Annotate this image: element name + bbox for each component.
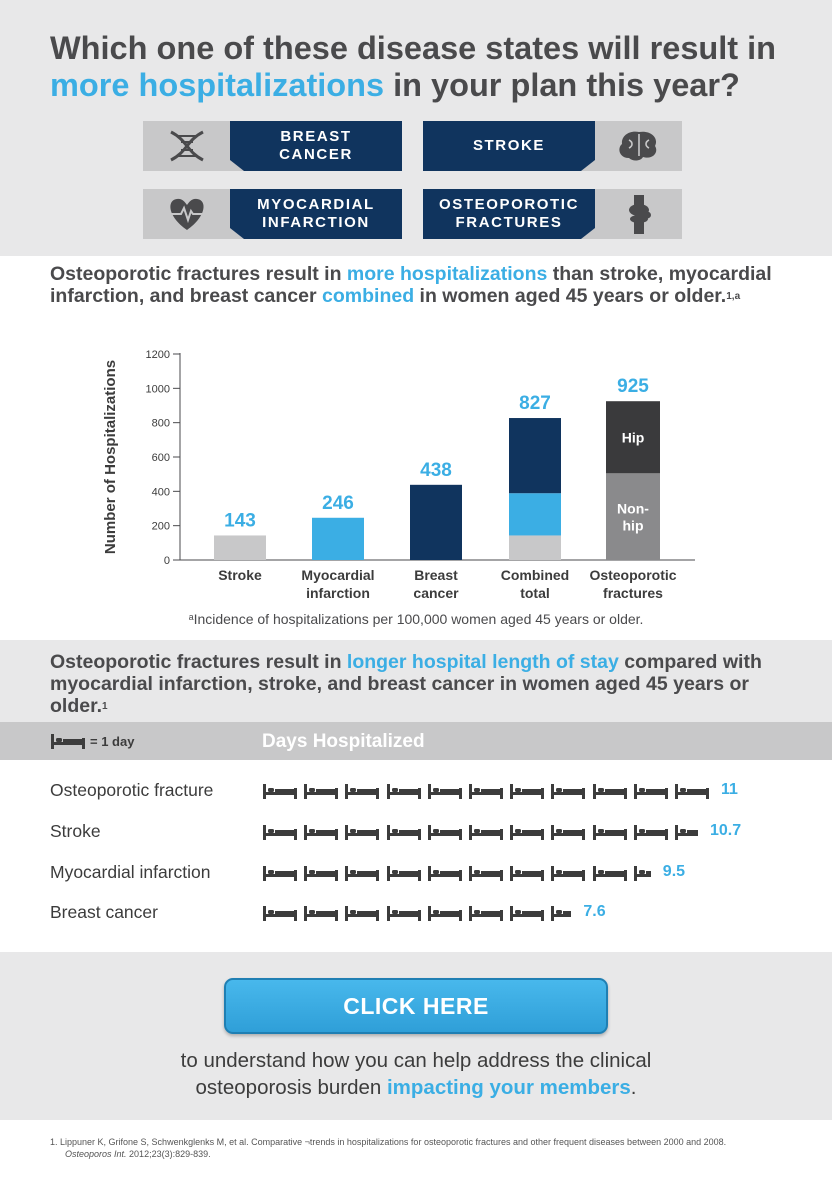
- los-row-label: Myocardial infarction: [50, 862, 211, 882]
- section-length-of-stay-title: Osteoporotic fractures result in longer …: [50, 651, 780, 717]
- tile-stroke[interactable]: STROKE: [423, 121, 682, 171]
- category-label: Combined: [501, 567, 569, 583]
- cta-highlight: impacting your members: [386, 1076, 631, 1099]
- bar-2: [312, 517, 364, 560]
- heart-icon: [170, 198, 204, 230]
- y-tick-label: 1000: [146, 383, 170, 395]
- brain-icon: [619, 131, 657, 161]
- category-label: Stroke: [218, 567, 262, 583]
- text: in women aged 45 years or older.: [414, 285, 727, 307]
- reference: 1. Lippuner K, Grifone S, Schwenkglenks …: [50, 1136, 790, 1160]
- los-row-value: 10.7: [710, 822, 742, 839]
- text: than stroke, myocardial infarction, and …: [50, 263, 772, 307]
- los-row-value: 9.5: [662, 863, 686, 880]
- combined-segment-1: [509, 535, 561, 560]
- combined-segment-2: [509, 493, 561, 536]
- hero-title-line2: in your plan this year?: [384, 67, 740, 103]
- text: compared with myocardial infarction, str…: [50, 651, 762, 717]
- los-row-label: Osteoporotic fracture: [50, 780, 214, 800]
- category-label: Myocardial: [301, 567, 374, 583]
- tile-label-line1: OSTEOPOROTIC: [438, 196, 580, 213]
- category-label: Osteoporotic: [589, 567, 676, 583]
- hospitalizations-bar-chart: Number of Hospitalizations 0 200 400 600 800 1…: [102, 349, 695, 601]
- data-label: 143: [224, 510, 256, 531]
- highlight: longer hospital length of stay: [346, 651, 619, 673]
- y-tick-label: 0: [164, 555, 170, 567]
- tile-label: OSTEOPOROTIC FRACTURES: [423, 189, 595, 239]
- y-tick-label: 200: [152, 521, 170, 533]
- segment-label: Non-: [617, 501, 649, 517]
- tile-label-line2: FRACTURES: [455, 214, 563, 231]
- days-hospitalized-header: Days Hospitalized: [262, 731, 425, 752]
- tile-label: MYOCARDIAL INFARCTION: [230, 189, 402, 239]
- los-row-label: Breast cancer: [50, 902, 158, 922]
- superscript: 1: [102, 701, 108, 712]
- los-section-band: [0, 640, 832, 722]
- combined-segment-3: [509, 418, 561, 494]
- los-row-value: 7.6: [583, 903, 606, 920]
- text: Osteoporotic fractures result in: [50, 263, 347, 285]
- hero-title-line1: Which one of these disease states will r…: [50, 30, 777, 66]
- section-hospitalizations-title: Osteoporotic fractures result in more ho…: [50, 263, 780, 307]
- hero-title-highlight: more hospitalizations: [50, 67, 385, 103]
- tile-osteoporotic-fractures[interactable]: OSTEOPOROTIC FRACTURES: [423, 189, 682, 239]
- chart-footnote: aIncidence of hospitalizations per 100,0…: [0, 611, 832, 627]
- highlight: more hospitalizations: [346, 263, 548, 285]
- tile-label-line1: BREAST: [280, 128, 352, 145]
- category-label: infarction: [306, 585, 370, 601]
- reference-line1: 1. Lippuner K, Grifone S, Schwenkglenks …: [50, 1137, 727, 1147]
- dna-icon: [170, 130, 204, 162]
- cta-line1: to understand how you can help address t…: [180, 1049, 652, 1072]
- osteo-segment-hip: [606, 401, 660, 474]
- knee-joint-icon: [629, 195, 651, 234]
- y-axis-label: Number of Hospitalizations: [102, 360, 119, 554]
- hero-title: Which one of these disease states will r…: [50, 30, 810, 104]
- tile-label: STROKE: [423, 121, 595, 171]
- highlight: combined: [322, 285, 415, 307]
- bar-3: [410, 484, 462, 560]
- los-row-label: Stroke: [50, 821, 101, 841]
- category-label: total: [520, 585, 550, 601]
- category-label: fractures: [603, 585, 663, 601]
- y-tick-label: 800: [152, 418, 170, 430]
- bed-icon: [51, 734, 85, 749]
- osteo-segment-non-hip: [606, 473, 660, 560]
- tile-label-line2: INFARCTION: [262, 214, 370, 231]
- tile-label-line1: STROKE: [472, 137, 546, 154]
- y-tick-label: 1200: [146, 349, 170, 361]
- click-here-button[interactable]: CLICK HERE: [224, 978, 608, 1034]
- cta-line2: osteoporosis burden: [195, 1076, 387, 1099]
- segment-label: Hip: [622, 429, 645, 445]
- text: Osteoporotic fractures result in: [50, 651, 347, 673]
- data-label: 827: [519, 393, 551, 414]
- category-label: Breast: [414, 567, 458, 583]
- superscript: 1,a: [726, 291, 741, 302]
- cta-text: to understand how you can help address t…: [0, 1047, 832, 1101]
- bed-legend: = 1 day: [50, 730, 134, 752]
- category-label: cancer: [413, 585, 459, 601]
- days-header-bar: [0, 722, 832, 760]
- data-label: 438: [420, 460, 452, 481]
- y-tick-label: 600: [152, 452, 170, 464]
- tile-label-line1: MYOCARDIAL: [257, 196, 375, 213]
- y-tick-label: 400: [152, 486, 170, 498]
- bar-1: [214, 535, 266, 560]
- superscript: a: [188, 612, 194, 622]
- legend-text: = 1 day: [90, 733, 135, 749]
- footnote-text: Incidence of hospitalizations per 100,00…: [193, 611, 644, 627]
- segment-label: hip: [623, 518, 644, 534]
- tile-label-line2: CANCER: [279, 146, 353, 163]
- reference-citation: 2012;23(3):829-839.: [126, 1149, 211, 1159]
- hero-section: Which one of these disease states will r…: [0, 0, 832, 256]
- cta-period: .: [630, 1076, 637, 1099]
- tile-myocardial-infarction[interactable]: MYOCARDIAL INFARCTION: [143, 189, 402, 239]
- tile-label: BREAST CANCER: [230, 121, 402, 171]
- los-row-value: 11: [721, 781, 738, 798]
- data-label: 925: [617, 376, 649, 397]
- tile-breast-cancer[interactable]: BREAST CANCER: [143, 121, 402, 171]
- reference-journal: Osteoporos Int.: [65, 1149, 127, 1159]
- data-label: 246: [322, 493, 354, 514]
